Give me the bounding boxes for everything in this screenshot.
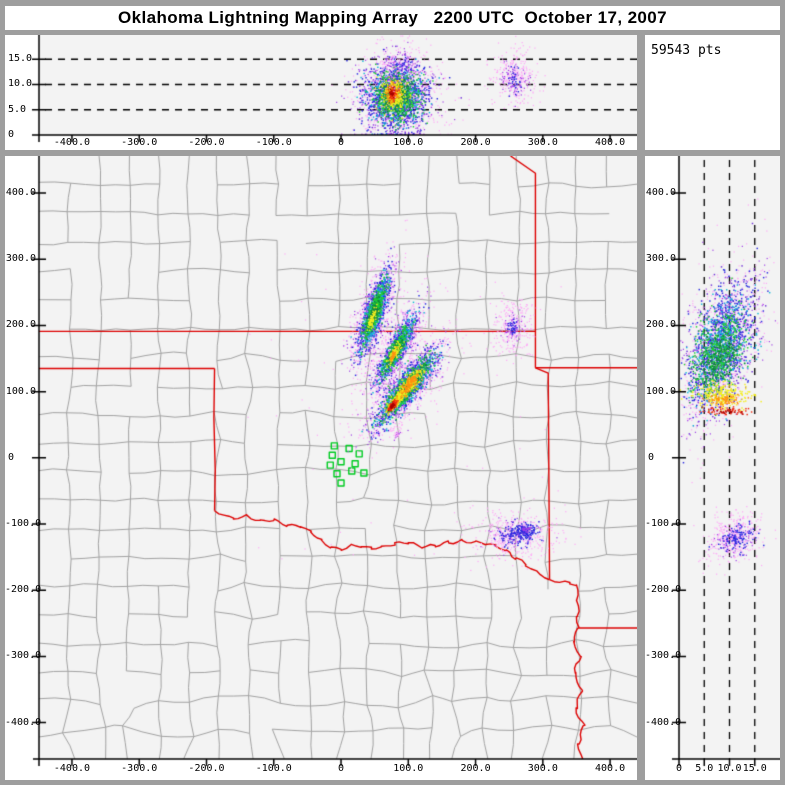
tick-label: -300.0 bbox=[121, 137, 158, 148]
tick-label: 400.0 bbox=[595, 137, 626, 148]
tick-label: 5.0 bbox=[695, 763, 714, 774]
tick-label: -400.0 bbox=[645, 716, 682, 728]
tick-label: 300.0 bbox=[5, 253, 36, 265]
tick-label: 0 bbox=[648, 451, 655, 463]
altitude-ew-panel: 15.0 10.0 5.0 0 -400.0 -300.0 -200.0 -100.0 0 100… bbox=[5, 35, 637, 150]
tick-label: -300.0 bbox=[5, 650, 42, 662]
tick-label: 100.0 bbox=[5, 385, 36, 397]
tick-label: 200.0 bbox=[645, 319, 676, 331]
tick-label: -400.0 bbox=[53, 763, 91, 774]
plan-view-map-panel: 400.0 300.0 200.0 100.0 0 -100.0 -200.0 -300.0 -… bbox=[5, 156, 637, 780]
title-bar: Oklahoma Lightning Mapping Array 2200 UT… bbox=[5, 6, 780, 30]
tick-label: 15.0 bbox=[742, 763, 767, 774]
tick-label: -200.0 bbox=[645, 584, 682, 596]
tick-label: 200.0 bbox=[460, 137, 491, 148]
tick-label: 0 bbox=[8, 451, 15, 463]
tick-label: 300.0 bbox=[527, 763, 558, 774]
tick-label: 400.0 bbox=[5, 187, 36, 199]
points-count-label: 59543 pts bbox=[651, 43, 722, 58]
tick-label: 400.0 bbox=[645, 187, 676, 199]
tick-label: 100.0 bbox=[645, 385, 676, 397]
tick-label: -100.0 bbox=[5, 518, 42, 530]
tick-label: -100.0 bbox=[255, 763, 292, 774]
tick-label: -400.0 bbox=[5, 716, 42, 728]
tick-label: 10.0 bbox=[8, 78, 33, 90]
tick-label: 0 bbox=[8, 129, 15, 140]
tick-label: 300.0 bbox=[645, 253, 676, 265]
tick-label: 200.0 bbox=[460, 763, 491, 774]
altitude-ns-canvas bbox=[645, 156, 780, 780]
page-title: Oklahoma Lightning Mapping Array 2200 UT… bbox=[117, 8, 667, 27]
tick-label: -100.0 bbox=[255, 137, 292, 148]
tick-label: 5.0 bbox=[8, 103, 27, 115]
tick-label: 100.0 bbox=[393, 763, 424, 774]
tick-label: 0 bbox=[675, 763, 683, 774]
altitude-ew-canvas bbox=[5, 35, 637, 150]
tick-label: 0 bbox=[338, 137, 345, 148]
tick-label: 200.0 bbox=[5, 319, 36, 331]
altitude-ns-panel: 400.0 300.0 200.0 100.0 0 -100.0 -200.0 -300.0 -… bbox=[645, 156, 780, 780]
plan-view-map-canvas bbox=[5, 156, 637, 780]
tick-label: 300.0 bbox=[527, 137, 558, 148]
tick-label: 100.0 bbox=[393, 137, 424, 148]
tick-label: 400.0 bbox=[595, 763, 626, 774]
tick-label: -400.0 bbox=[53, 137, 91, 148]
tick-label: 10.0 bbox=[717, 763, 742, 774]
tick-label: -300.0 bbox=[645, 650, 682, 662]
tick-label: -300.0 bbox=[121, 763, 158, 774]
tick-label: 0 bbox=[338, 763, 345, 774]
tick-label: -100.0 bbox=[645, 518, 682, 530]
tick-label: 15.0 bbox=[8, 53, 33, 65]
points-count-panel: 59543 pts bbox=[645, 35, 780, 150]
tick-label: -200.0 bbox=[188, 763, 225, 774]
tick-label: -200.0 bbox=[188, 137, 225, 148]
tick-label: -200.0 bbox=[5, 584, 42, 596]
